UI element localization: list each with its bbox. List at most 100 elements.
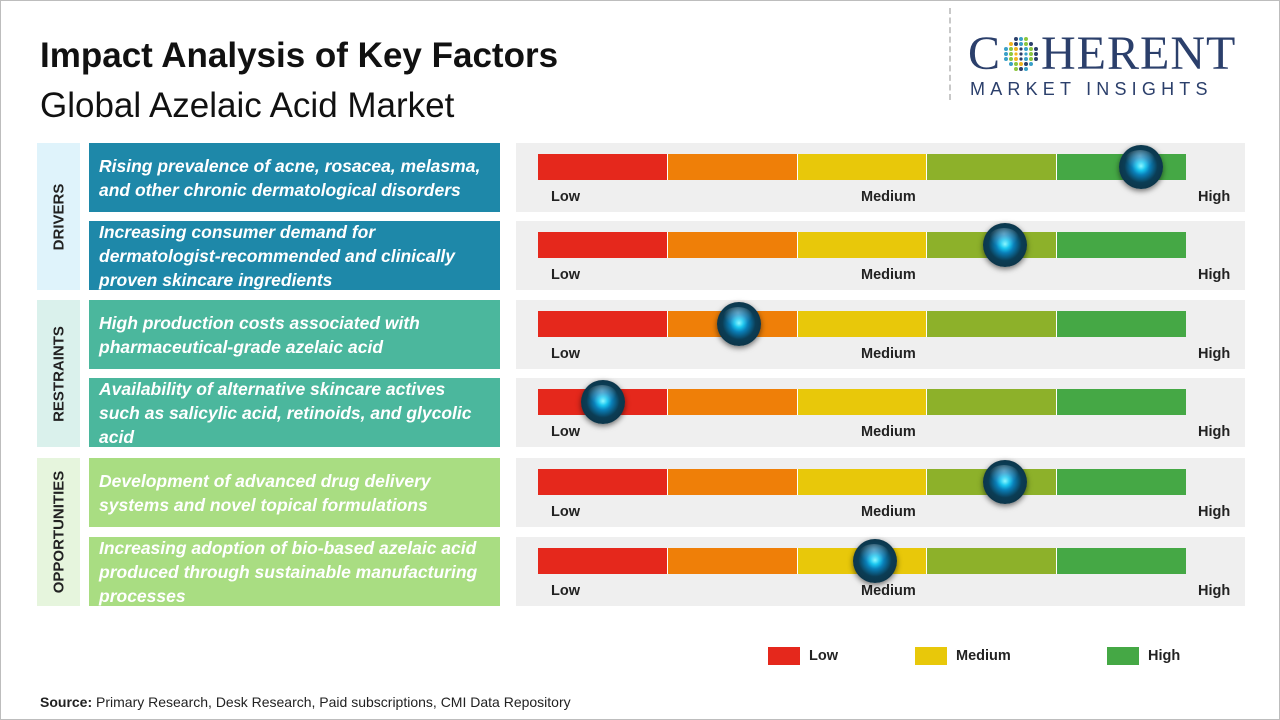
logo-dot xyxy=(1024,57,1029,61)
impact-marker xyxy=(580,380,625,424)
logo-dot xyxy=(1024,42,1029,46)
logo-dot xyxy=(1029,52,1034,56)
logo-dot xyxy=(1009,47,1014,51)
scale-segment xyxy=(1057,548,1186,574)
scale-label-high: High xyxy=(1198,583,1231,599)
logo-dot xyxy=(1019,47,1023,51)
impact-marker xyxy=(982,460,1027,504)
scale-segment xyxy=(538,469,668,495)
logo-dot xyxy=(1034,52,1039,56)
logo-dot xyxy=(1009,57,1014,61)
impact-scale-bar xyxy=(538,469,1186,495)
legend-label-high: High xyxy=(1148,648,1181,664)
chart-title: Impact Analysis of Key Factors xyxy=(40,36,559,75)
scale-label-medium: Medium xyxy=(861,424,916,440)
factor-text: Rising prevalence of acne, rosacea, mela… xyxy=(99,155,481,200)
scale-label-high: High xyxy=(1198,189,1231,205)
logo-dot xyxy=(1029,57,1034,61)
logo-divider xyxy=(949,8,951,100)
impact-scale-bar xyxy=(538,232,1186,258)
logo-dot xyxy=(1029,62,1034,66)
scale-segment xyxy=(927,389,1058,415)
category-label: DRIVERS xyxy=(50,183,67,250)
category-drivers: DRIVERS xyxy=(37,143,80,290)
legend-swatch-high xyxy=(1107,647,1139,665)
logo-dot xyxy=(1004,57,1009,61)
legend-label-medium: Medium xyxy=(956,648,1011,664)
factor-text: Availability of alternative skincare act… xyxy=(99,378,472,447)
category-opportunities: OPPORTUNITIES xyxy=(37,458,80,606)
impact-marker xyxy=(982,223,1027,267)
scale-segment xyxy=(538,548,668,574)
logo-dot xyxy=(1019,67,1024,71)
logo-dot xyxy=(1029,42,1034,46)
scale-label-low: Low xyxy=(551,189,580,205)
scale-segment xyxy=(538,232,668,258)
scale-segment xyxy=(667,154,798,180)
category-label: OPPORTUNITIES xyxy=(50,470,67,594)
scale-segment xyxy=(667,548,798,574)
logo-dot xyxy=(1024,37,1029,41)
impact-marker xyxy=(1118,145,1163,189)
scale-label-high: High xyxy=(1198,424,1231,440)
scale-label-low: Low xyxy=(551,583,580,599)
scale-label-low: Low xyxy=(551,346,580,362)
scale-segment xyxy=(667,469,798,495)
source-note: Source: Primary Research, Desk Research,… xyxy=(40,694,571,710)
legend-swatch-medium xyxy=(915,647,947,665)
coherent-logo: C HERENT MARKET INSIGHTS xyxy=(968,28,1268,103)
scale-label-medium: Medium xyxy=(861,583,916,599)
source-text: Primary Research, Desk Research, Paid su… xyxy=(92,694,571,710)
logo-dot xyxy=(1009,42,1014,46)
impact-marker xyxy=(716,302,761,346)
factor-box: Rising prevalence of acne, rosacea, mela… xyxy=(89,143,500,212)
logo-dot xyxy=(1034,57,1039,61)
logo-dot xyxy=(1024,52,1028,56)
logo-dot xyxy=(1014,67,1019,71)
logo-dots-icon xyxy=(1004,37,1039,71)
logo-dot xyxy=(1019,37,1024,41)
logo-dot xyxy=(1009,62,1014,66)
factor-text: High production costs associated with ph… xyxy=(99,312,420,357)
factor-text: Increasing consumer demand for dermatolo… xyxy=(99,221,455,290)
scale-segment xyxy=(1057,232,1186,258)
logo-dot xyxy=(1034,47,1039,51)
scale-label-low: Low xyxy=(551,267,580,283)
impact-scale-bar xyxy=(538,154,1186,180)
factor-box: Increasing adoption of bio-based azelaic… xyxy=(89,537,500,606)
scale-label-low: Low xyxy=(551,504,580,520)
logo-dot xyxy=(1024,67,1029,71)
factor-box: Development of advanced drug delivery sy… xyxy=(89,458,500,527)
scale-segment xyxy=(1057,469,1186,495)
scale-segment xyxy=(1057,389,1186,415)
scale-segment xyxy=(797,154,928,180)
scale-label-medium: Medium xyxy=(861,504,916,520)
factor-text: Development of advanced drug delivery sy… xyxy=(99,470,431,515)
scale-segment xyxy=(927,548,1058,574)
scale-segment xyxy=(927,311,1058,337)
logo-subtitle: MARKET INSIGHTS xyxy=(970,79,1213,99)
logo-dot xyxy=(1019,62,1024,66)
scale-segment xyxy=(1057,311,1186,337)
scale-segment xyxy=(797,311,928,337)
logo-dot xyxy=(1014,62,1019,66)
impact-scale-bar xyxy=(538,311,1186,337)
logo-dot xyxy=(1029,47,1034,51)
category-label: RESTRAINTS xyxy=(50,325,67,422)
scale-segment xyxy=(797,469,928,495)
factor-text: Increasing adoption of bio-based azelaic… xyxy=(99,537,478,606)
logo-dot xyxy=(1014,47,1019,51)
impact-scale-bar xyxy=(538,548,1186,574)
chart-subtitle: Global Azelaic Acid Market xyxy=(40,86,455,125)
scale-segment xyxy=(667,232,798,258)
category-restraints: RESTRAINTS xyxy=(37,300,80,447)
scale-label-high: High xyxy=(1198,504,1231,520)
logo-dot xyxy=(1024,62,1029,66)
scale-label-medium: Medium xyxy=(861,189,916,205)
logo-dot xyxy=(1004,47,1009,51)
source-label: Source: xyxy=(40,694,93,710)
factor-box: High production costs associated with ph… xyxy=(89,300,500,369)
logo-dot xyxy=(1014,52,1018,56)
factor-box: Increasing consumer demand for dermatolo… xyxy=(89,221,500,290)
logo-dot xyxy=(1014,37,1019,41)
